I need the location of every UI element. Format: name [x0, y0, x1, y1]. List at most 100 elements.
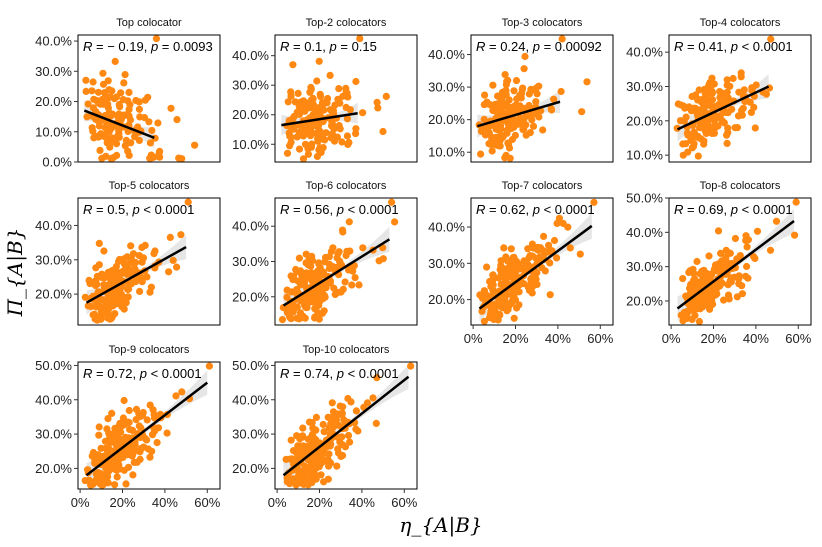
r-value: = 0.24,: [485, 39, 532, 54]
p-value: = 0.0093: [158, 39, 213, 54]
data-point: [559, 219, 567, 228]
data-point: [728, 105, 736, 113]
data-point: [504, 76, 512, 84]
data-point: [348, 281, 356, 289]
data-point: [501, 296, 509, 304]
data-point: [345, 218, 353, 226]
data-point: [286, 455, 294, 463]
panel-border: [77, 34, 221, 163]
panel-title: Top-5 colocators: [109, 180, 190, 192]
data-point: [533, 280, 541, 288]
data-point: [320, 291, 328, 299]
data-point: [533, 90, 541, 98]
p-value: < 0.0001: [147, 366, 202, 381]
correlation-annotation: R = 0.5, p < 0.0001: [83, 202, 194, 217]
data-point: [83, 113, 91, 121]
data-point: [498, 101, 506, 110]
data-point: [736, 252, 744, 260]
data-point: [701, 269, 709, 277]
data-point: [489, 301, 497, 309]
data-point: [576, 250, 584, 258]
data-point: [289, 273, 298, 281]
data-point: [750, 103, 758, 111]
data-point: [320, 307, 328, 315]
data-point: [329, 408, 338, 416]
x-tick-label: 0%: [464, 331, 483, 346]
data-point: [100, 296, 108, 305]
data-point: [173, 116, 181, 124]
x-tick-label: 20%: [700, 331, 726, 346]
data-point: [343, 132, 351, 140]
data-point: [295, 254, 303, 262]
data-point: [289, 61, 297, 69]
data-point: [557, 87, 565, 96]
data-point: [511, 102, 519, 110]
x-tick-label: 40%: [349, 495, 375, 510]
data-point: [753, 227, 762, 235]
y-tick-label: 30.0%: [232, 78, 269, 93]
data-point: [744, 236, 753, 244]
data-point: [687, 136, 695, 145]
data-point: [100, 281, 108, 289]
data-point: [149, 406, 157, 414]
data-point: [284, 98, 292, 106]
data-point: [154, 119, 162, 127]
correlation-annotation: R = 0.62, p < 0.0001: [476, 202, 595, 217]
data-point: [335, 85, 343, 93]
data-point: [104, 77, 112, 85]
data-point: [528, 116, 536, 124]
y-tick-label: 40.0%: [232, 392, 269, 407]
data-point: [287, 138, 295, 146]
panel-4: Top-4 colocators R = 0.41, p < 0.0001 10.0…: [626, 17, 812, 163]
data-point: [126, 268, 134, 277]
data-point: [316, 144, 324, 152]
data-point: [683, 129, 692, 137]
data-point: [127, 242, 135, 250]
data-point: [514, 281, 522, 290]
data-point: [156, 153, 164, 161]
data-point: [299, 424, 307, 432]
data-point: [547, 105, 555, 113]
data-point: [102, 465, 110, 473]
data-point: [335, 248, 343, 256]
y-axis-title: Π_{A|B}: [3, 228, 28, 318]
y-tick-label: 10.0%: [626, 148, 663, 163]
data-point: [334, 445, 342, 453]
y-tick-label: 40.0%: [428, 47, 465, 62]
data-point: [89, 448, 97, 457]
y-tick-label: 30.0%: [626, 79, 663, 94]
data-point: [137, 444, 145, 452]
y-tick-label: 40.0%: [232, 48, 269, 63]
data-point: [555, 214, 564, 222]
data-point: [137, 424, 145, 432]
panel-border: [274, 361, 418, 490]
panel-9: Top-9 colocators R = 0.72, p < 0.0001 20.0…: [35, 344, 221, 510]
y-tick-label: 20.0%: [232, 289, 269, 304]
x-tick-label: 60%: [587, 331, 613, 346]
r-value: = 0.74,: [289, 366, 336, 381]
data-point: [352, 425, 360, 433]
data-point: [302, 250, 310, 258]
data-point: [311, 292, 319, 300]
data-point: [483, 98, 491, 106]
data-point: [772, 217, 781, 225]
y-tick-label: 30.0%: [35, 252, 72, 267]
data-point: [324, 456, 332, 464]
data-point: [723, 76, 731, 84]
data-point: [501, 71, 509, 79]
data-point: [332, 416, 340, 424]
data-point: [154, 424, 163, 432]
x-tick-label: 0%: [662, 331, 681, 346]
y-tick-label: 20.0%: [232, 461, 269, 476]
panel-10: Top-10 colocators R = 0.74, p < 0.0001 20.…: [232, 344, 418, 510]
data-point: [153, 439, 161, 447]
y-tick-label: 30.0%: [232, 427, 269, 442]
data-point: [95, 431, 103, 439]
data-point: [583, 78, 591, 86]
x-tick-label: 0%: [71, 495, 90, 510]
data-point: [720, 296, 728, 304]
data-point: [103, 128, 111, 136]
data-point: [694, 132, 702, 140]
data-point: [679, 140, 687, 148]
data-point: [379, 255, 387, 263]
